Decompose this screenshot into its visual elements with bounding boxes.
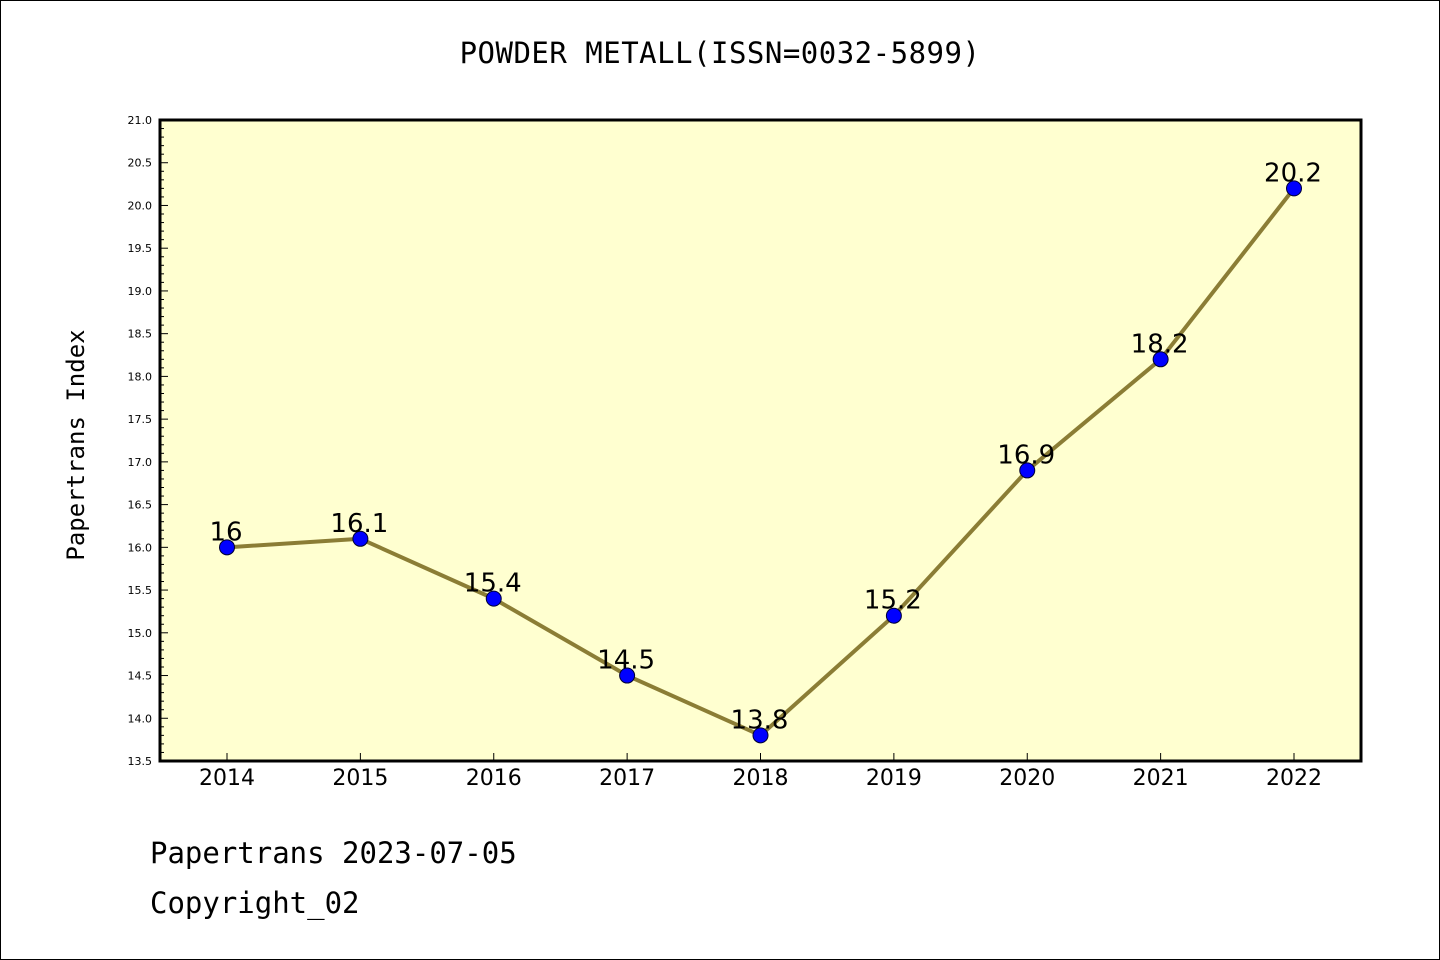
y-tick-label: 18.5 <box>128 328 153 341</box>
plot-border <box>158 118 1363 763</box>
data-label: 13.8 <box>731 705 789 735</box>
y-tick-label: 20.5 <box>128 157 153 170</box>
data-label: 15.4 <box>464 569 522 599</box>
y-tick-label: 20.0 <box>128 199 153 212</box>
data-point <box>1152 351 1169 368</box>
chart-title: POWDER METALL(ISSN=0032-5899) <box>459 36 981 70</box>
y-tick-label: 13.5 <box>128 755 153 768</box>
y-tick-label: 14.0 <box>128 712 153 725</box>
data-point <box>1019 462 1036 479</box>
data-point <box>485 590 502 607</box>
data-label: 14.5 <box>597 646 655 676</box>
y-tick-label: 16.5 <box>128 499 153 512</box>
x-tick-label: 2016 <box>466 766 522 791</box>
data-point <box>885 607 902 624</box>
y-tick-label: 15.5 <box>128 584 153 597</box>
plot-area <box>160 120 1361 761</box>
y-tick-label: 16.0 <box>128 541 153 554</box>
footer-copyright: Copyright_02 <box>150 886 360 920</box>
y-tick-label: 19.5 <box>128 242 153 255</box>
footer-date: Papertrans 2023-07-05 <box>150 836 517 870</box>
x-tick-label: 2017 <box>599 766 655 791</box>
data-label: 16 <box>209 517 242 547</box>
y-tick-label: 18.0 <box>128 370 153 383</box>
y-tick-label: 14.5 <box>128 670 153 683</box>
data-point <box>1286 180 1302 197</box>
y-tick-label: 19.0 <box>128 285 153 298</box>
x-tick-label: 2020 <box>999 766 1055 791</box>
data-point <box>219 539 235 556</box>
y-tick-label: 21.0 <box>128 114 153 127</box>
x-tick-label: 2021 <box>1133 766 1189 791</box>
x-tick-label: 2018 <box>733 766 789 791</box>
y-tick-label: 15.0 <box>128 627 153 640</box>
y-tick-label: 17.5 <box>128 413 153 426</box>
data-label: 20.2 <box>1264 158 1322 188</box>
data-point <box>752 727 769 744</box>
data-label: 18.2 <box>1131 329 1189 359</box>
data-label: 15.2 <box>864 586 922 616</box>
x-tick-label: 2014 <box>199 766 255 791</box>
x-tick-label: 2015 <box>332 766 388 791</box>
data-label: 16.1 <box>330 509 388 539</box>
data-point <box>352 530 369 547</box>
x-tick-label: 2019 <box>866 766 922 791</box>
y-tick-label: 17.0 <box>128 456 153 469</box>
data-label: 16.9 <box>997 440 1055 470</box>
data-point <box>619 667 636 684</box>
x-tick-label: 2022 <box>1266 766 1322 791</box>
